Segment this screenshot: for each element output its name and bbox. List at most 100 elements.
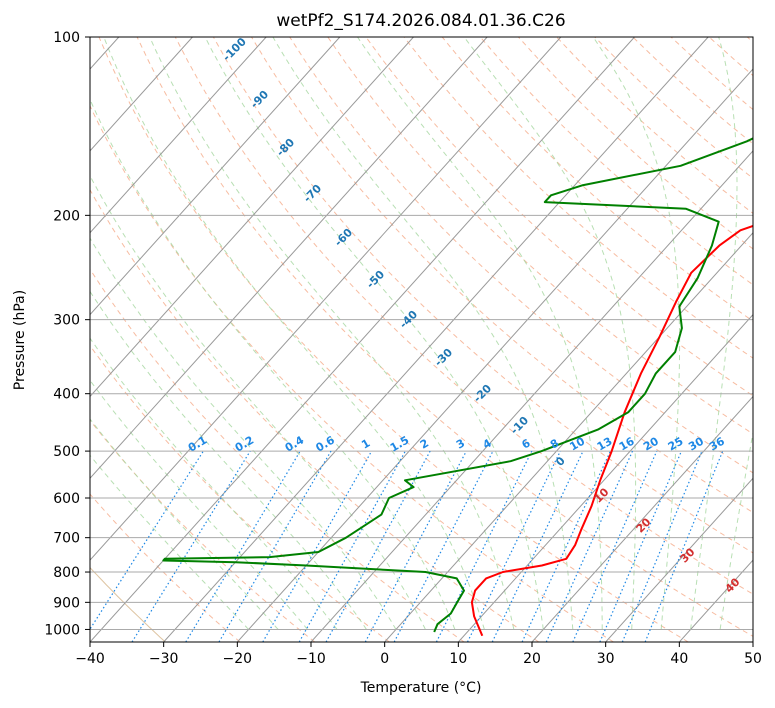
dry-adiabat [708,37,753,77]
x-tick-label: 20 [523,651,541,667]
dry-adiabat [90,566,166,642]
dry-adiabat-label: 20 [634,515,654,535]
mixing-ratio-line [491,450,584,642]
y-tick-label: 500 [53,444,80,460]
isotherm-line [90,37,562,561]
mixing-ratio-label: 6 [519,436,532,451]
mixing-ratio-line [325,450,431,642]
dry-adiabat [212,37,753,554]
moist-adiabat [719,430,753,630]
isotherm-line [236,68,753,642]
dry-adiabat [441,37,753,322]
moist-adiabat-label: -100 [220,35,249,64]
x-tick-label: 50 [744,651,762,667]
mixing-ratio-line [218,450,332,642]
moist-adiabat-label: -10 [508,414,531,437]
isotherm-line [90,37,488,480]
y-axis-label: Pressure (hPa) [12,290,28,390]
chart-title: wetPf2_S174.2026.084.01.36.C26 [276,11,565,31]
mixing-ratio-label: 3 [454,437,467,452]
x-axis-label: Temperature (°C) [360,680,482,696]
moist-adiabat [90,454,249,630]
moist-adiabat [690,37,738,630]
x-tick-label: 40 [670,651,688,667]
isotherm-line [531,395,753,642]
dry-adiabat [556,37,753,215]
y-tick-label: 600 [53,491,80,507]
mixing-ratio-line [90,450,204,631]
moist-adiabat [90,337,338,630]
moist-adiabat-label: -90 [248,88,271,111]
isotherm-line [384,231,753,642]
dry-adiabat [327,37,753,435]
dry-adiabat [90,268,465,642]
moist-adiabat-label: -30 [432,346,455,369]
dry-adiabat-label: 30 [678,545,698,565]
isotherm-line [90,37,267,234]
moist-adiabat [272,37,574,630]
moist-adiabat [90,290,367,630]
x-axis: −40 −30 −20 −10 0 10 20 30 40 50 [75,642,762,667]
moist-adiabat-label: -60 [332,226,355,249]
isotherm-line [90,37,193,152]
mixing-ratio-line [599,450,682,642]
y-tick-label: 200 [53,208,80,224]
moist-adiabat-label: -80 [274,136,297,159]
y-tick-label: 800 [53,565,80,581]
line-labels: 0.1 0.2 0.4 0.6 1 1.5 2 3 4 6 8 10 13 16 20 25 30 36-100-… [186,35,743,596]
dry-adiabat [90,104,614,642]
isotherm-line [163,37,709,642]
mixing-ratio-line [131,450,251,642]
moist-adiabat [90,237,397,630]
mixing-ratio-line [185,450,301,642]
moist-adiabat [103,37,485,630]
temperature-profile [470,224,753,637]
x-tick-label: 10 [449,651,467,667]
dewpoint-profile [162,137,753,633]
moist-adiabat [90,98,456,630]
y-tick-label: 300 [53,313,80,329]
y-axis: 1000 900 800 700 600 500 400 300 200 100 [44,30,90,638]
dry-adiabat [136,37,753,637]
dry-adiabat [746,37,753,43]
dry-adiabat [90,188,540,642]
dry-adiabat [479,37,753,286]
mixing-ratio-line [644,450,724,642]
profile-series [162,137,753,637]
x-tick-label: −40 [75,651,105,667]
x-tick-label: −10 [296,651,326,667]
dry-adiabat [403,37,753,359]
y-tick-label: 100 [53,30,80,46]
mixing-ratio-label: 1 [359,437,372,452]
mixing-ratio-line [621,450,703,642]
y-tick-label: 400 [53,387,80,403]
mixing-ratio-line [521,450,611,642]
isotherm-line [605,477,753,642]
moist-adiabat [204,37,544,630]
dry-adiabat [98,37,689,642]
y-tick-label: 700 [53,531,80,547]
moist-adiabat [90,174,426,630]
dry-adiabat [90,419,316,642]
moist-adiabat-label: -20 [471,382,494,405]
mixing-ratio-line [466,450,561,642]
dry-adiabat [90,344,390,642]
x-tick-label: −20 [223,651,253,667]
moist-adiabat-label: -70 [301,182,324,205]
isotherm-line [90,37,414,398]
moist-adiabat [90,418,279,630]
mixing-ratio-line [262,450,373,642]
mixing-ratio-label: 2 [418,437,431,452]
moist-adiabat [357,37,603,630]
moist-adiabat-label: 0 [553,454,568,469]
dry-adiabat [365,37,753,397]
y-tick-label: 1000 [44,622,80,638]
mixing-ratio-line [572,450,658,642]
isotherm-line [90,37,341,316]
moist-adiabat-label: -40 [397,308,420,331]
y-tick-label: 900 [53,595,80,611]
moist-adiabat [463,37,637,630]
moist-adiabat [90,379,308,630]
dry-adiabat [518,37,753,250]
